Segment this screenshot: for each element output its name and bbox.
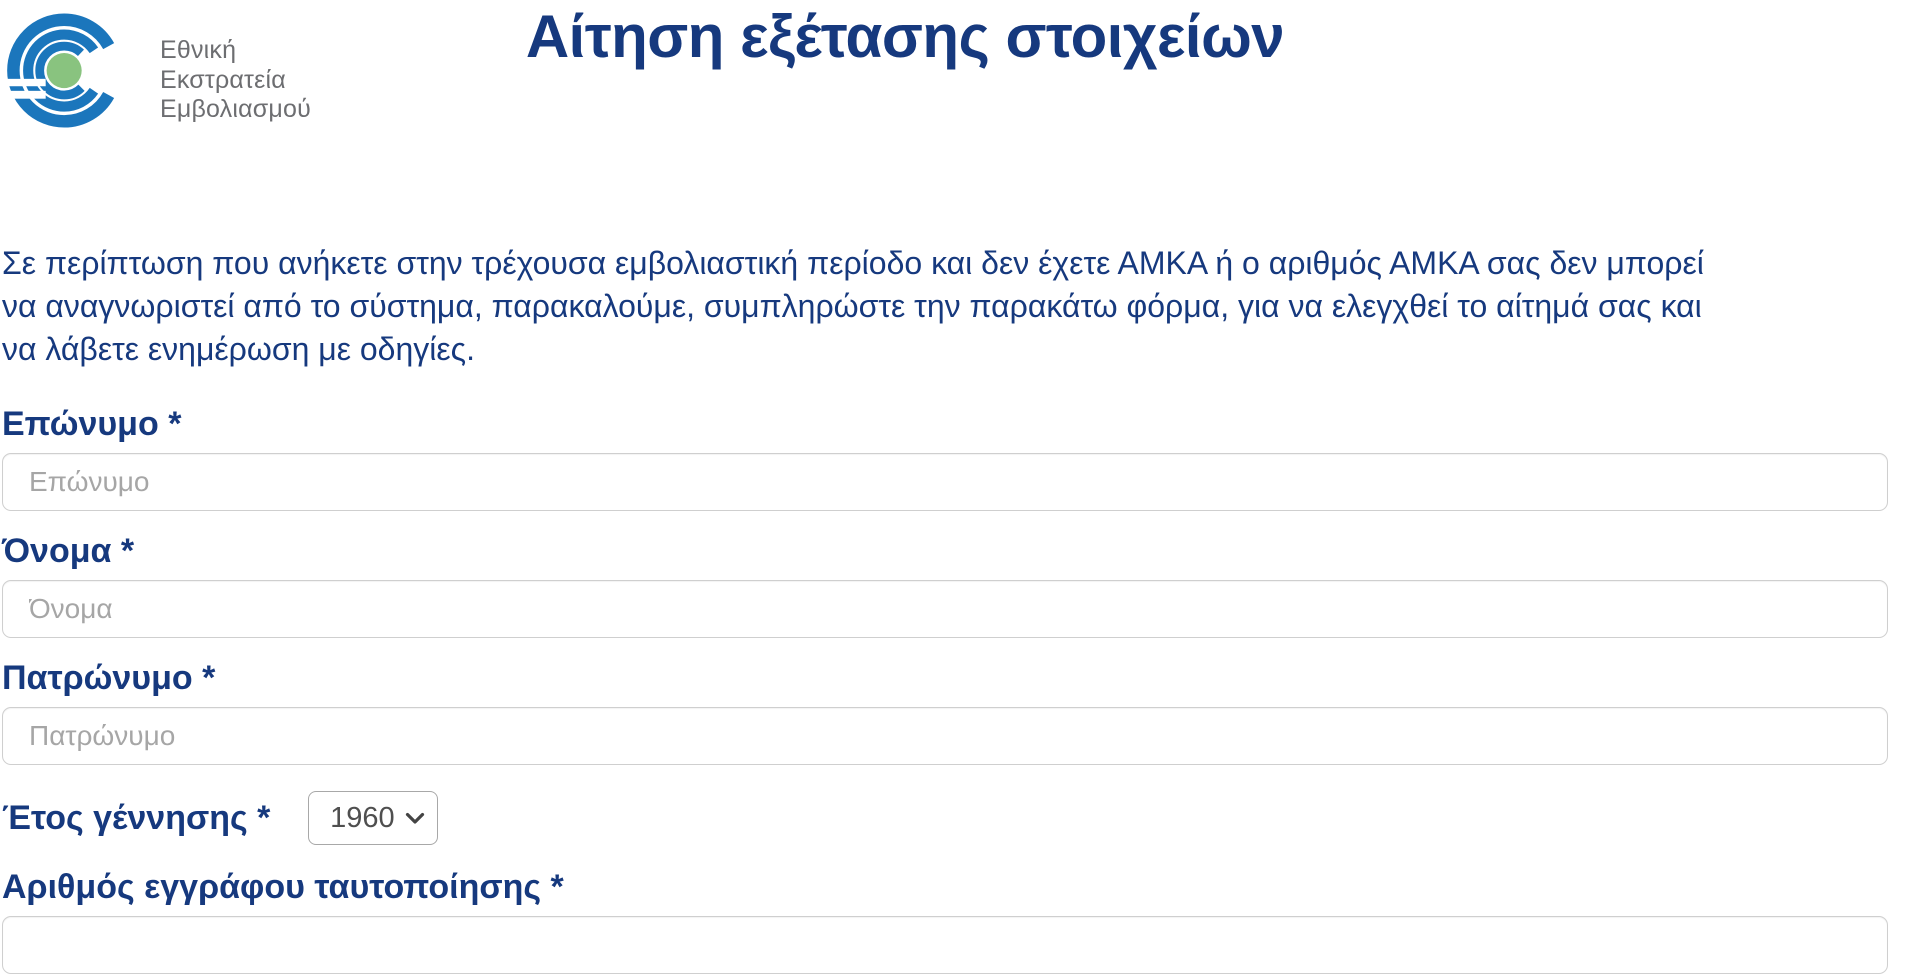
surname-field: Επώνυμο * <box>2 404 1910 511</box>
id-document-input[interactable] <box>2 916 1888 974</box>
id-document-field: Αριθμός εγγράφου ταυτοποίησης * <box>2 867 1910 974</box>
firstname-field: Όνομα * <box>2 531 1910 638</box>
vaccination-campaign-logo-icon <box>6 13 122 128</box>
surname-label: Επώνυμο * <box>2 405 182 443</box>
intro-line: Σε περίπτωση που ανήκετε στην τρέχουσα ε… <box>2 245 1704 281</box>
fathers-name-input[interactable] <box>2 707 1888 765</box>
intro-paragraph: Σε περίπτωση που ανήκετε στην τρέχουσα ε… <box>2 242 1910 371</box>
birth-year-label: Έτος γέννησης * <box>2 799 271 837</box>
intro-line: να λάβετε ενημέρωση με οδηγίες. <box>2 331 475 367</box>
birth-year-select-wrap: 1960 <box>308 791 439 845</box>
birth-year-select[interactable]: 1960 <box>308 791 439 845</box>
brand-line: Εθνική <box>160 36 237 64</box>
brand-name: Εθνική Εκστρατεία Εμβολιασμού <box>160 36 311 125</box>
surname-input[interactable] <box>2 453 1888 511</box>
fathers-name-label: Πατρώνυμο * <box>2 659 216 697</box>
form-container: Σε περίπτωση που ανήκετε στην τρέχουσα ε… <box>0 242 1920 974</box>
brand-line: Εκστρατεία <box>160 65 286 94</box>
firstname-input[interactable] <box>2 580 1888 638</box>
brand-line: Εμβολιασμού <box>160 95 312 123</box>
header: Εθνική Εκστρατεία Εμβολιασμού Αίτηση εξέ… <box>0 0 1920 140</box>
firstname-label: Όνομα * <box>2 532 135 570</box>
id-document-label: Αριθμός εγγράφου ταυτοποίησης * <box>2 868 564 906</box>
page-title: Αίτηση εξέτασης στοιχείων <box>525 3 1285 70</box>
logo[interactable]: Εθνική Εκστρατεία Εμβολιασμού <box>6 6 311 136</box>
birth-year-field: Έτος γέννησης * 1960 <box>2 791 1910 845</box>
fathers-name-field: Πατρώνυμο * <box>2 658 1910 765</box>
intro-line: να αναγνωριστεί από το σύστημα, παρακαλο… <box>2 288 1702 324</box>
